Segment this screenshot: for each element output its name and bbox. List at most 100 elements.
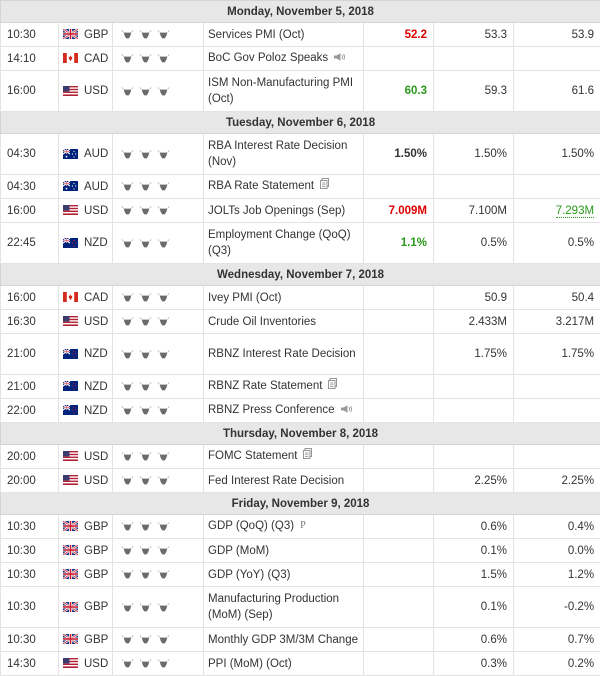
- event-row[interactable]: 16:00 USD ISM Non-Manufacturing PMI (Oct…: [1, 71, 600, 112]
- event-row[interactable]: 14:10 CAD BoC Gov Poloz Speaks: [1, 47, 600, 71]
- event-row[interactable]: 21:00 NZD RBNZ Interest Rate Decision 1.…: [1, 334, 600, 375]
- document-icon[interactable]: [303, 448, 312, 464]
- event-row[interactable]: 16:00 USD JOLTs Job Openings (Sep) 7.009…: [1, 199, 600, 223]
- event-name[interactable]: PPI (MoM) (Oct): [208, 658, 292, 670]
- importance-indicator: [113, 539, 204, 563]
- bull-icon: [121, 205, 139, 217]
- event-time: 10:30: [1, 587, 59, 628]
- event-name[interactable]: Manufacturing Production (MoM) (Sep): [208, 593, 339, 621]
- bull-icon: [157, 181, 175, 193]
- document-icon[interactable]: [320, 178, 329, 194]
- bull-icon: [121, 85, 139, 97]
- event-name[interactable]: Ivey PMI (Oct): [208, 292, 281, 304]
- bull-icon: [121, 348, 139, 360]
- event-name-cell[interactable]: FOMC Statement: [204, 445, 364, 469]
- event-row[interactable]: 04:30 AUD RBA Rate Statement: [1, 175, 600, 199]
- event-row[interactable]: 20:00 USD FOMC Statement: [1, 445, 600, 469]
- day-header-row: Tuesday, November 6, 2018: [1, 112, 600, 134]
- event-time: 16:00: [1, 71, 59, 112]
- currency-code: GBP: [84, 29, 108, 41]
- bull-icon: [157, 205, 175, 217]
- previous-value: 0.2%: [568, 658, 594, 670]
- event-name[interactable]: RBNZ Interest Rate Decision: [208, 348, 356, 360]
- event-name-cell[interactable]: GDP (YoY) (Q3): [204, 563, 364, 587]
- event-actual: [364, 539, 434, 563]
- event-name[interactable]: GDP (MoM): [208, 545, 269, 557]
- event-actual: [364, 334, 434, 375]
- uk-flag-icon: [63, 569, 78, 579]
- bull-icon: [121, 405, 139, 417]
- event-row[interactable]: 20:00 USD Fed Interest Rate Decision 2.2…: [1, 469, 600, 493]
- event-row[interactable]: 10:30 GBP GDP (QoQ) (Q3)P 0.6% 0.4%: [1, 515, 600, 539]
- event-name[interactable]: ISM Non-Manufacturing PMI (Oct): [208, 77, 353, 105]
- event-name-cell[interactable]: JOLTs Job Openings (Sep): [204, 199, 364, 223]
- event-name-cell[interactable]: ISM Non-Manufacturing PMI (Oct): [204, 71, 364, 112]
- event-forecast: 1.50%: [434, 134, 514, 175]
- event-name[interactable]: RBA Rate Statement: [208, 181, 314, 193]
- event-row[interactable]: 10:30 GBP Monthly GDP 3M/3M Change 0.6% …: [1, 628, 600, 652]
- event-row[interactable]: 10:30 GBP Manufacturing Production (MoM)…: [1, 587, 600, 628]
- bull-icon: [157, 569, 175, 581]
- event-name[interactable]: BoC Gov Poloz Speaks: [208, 53, 328, 65]
- event-name-cell[interactable]: Crude Oil Inventories: [204, 310, 364, 334]
- event-name-cell[interactable]: Monthly GDP 3M/3M Change: [204, 628, 364, 652]
- bull-icon: [139, 634, 157, 646]
- event-name[interactable]: GDP (QoQ) (Q3): [208, 521, 294, 533]
- event-forecast: [434, 47, 514, 71]
- event-currency: GBP: [59, 539, 113, 563]
- uk-flag-icon: [63, 602, 78, 612]
- event-name-cell[interactable]: Ivey PMI (Oct): [204, 286, 364, 310]
- event-row[interactable]: 22:00 NZD RBNZ Press Conference: [1, 399, 600, 423]
- event-name[interactable]: Employment Change (QoQ) (Q3): [208, 229, 351, 257]
- event-name-cell[interactable]: RBNZ Interest Rate Decision: [204, 334, 364, 375]
- event-forecast: 0.5%: [434, 223, 514, 264]
- currency-code: NZD: [84, 237, 108, 249]
- event-time: 21:00: [1, 375, 59, 399]
- event-forecast: 50.9: [434, 286, 514, 310]
- speaker-icon[interactable]: [341, 402, 353, 418]
- previous-value: 1.50%: [561, 148, 594, 160]
- event-row[interactable]: 10:30 GBP GDP (MoM) 0.1% 0.0%: [1, 539, 600, 563]
- event-name-cell[interactable]: Manufacturing Production (MoM) (Sep): [204, 587, 364, 628]
- event-forecast: 0.6%: [434, 515, 514, 539]
- document-icon[interactable]: [328, 378, 337, 394]
- event-name[interactable]: Crude Oil Inventories: [208, 316, 316, 328]
- currency-code: GBP: [84, 569, 108, 581]
- event-forecast: [434, 175, 514, 199]
- event-name-cell[interactable]: Employment Change (QoQ) (Q3): [204, 223, 364, 264]
- event-row[interactable]: 04:30 AUD RBA Interest Rate Decision (No…: [1, 134, 600, 175]
- importance-indicator: [113, 445, 204, 469]
- event-name-cell[interactable]: PPI (MoM) (Oct): [204, 652, 364, 676]
- event-name[interactable]: RBA Interest Rate Decision (Nov): [208, 140, 347, 168]
- event-name[interactable]: RBNZ Rate Statement: [208, 381, 322, 393]
- event-name-cell[interactable]: RBA Rate Statement: [204, 175, 364, 199]
- event-name[interactable]: RBNZ Press Conference: [208, 405, 335, 417]
- event-name-cell[interactable]: RBA Interest Rate Decision (Nov): [204, 134, 364, 175]
- event-name-cell[interactable]: Services PMI (Oct): [204, 23, 364, 47]
- event-name[interactable]: Fed Interest Rate Decision: [208, 475, 344, 487]
- event-row[interactable]: 21:00 NZD RBNZ Rate Statement: [1, 375, 600, 399]
- day-header: Tuesday, November 6, 2018: [1, 112, 600, 134]
- bull-icon: [139, 475, 157, 487]
- event-forecast: 1.5%: [434, 563, 514, 587]
- event-name[interactable]: Monthly GDP 3M/3M Change: [208, 634, 358, 646]
- event-name-cell[interactable]: BoC Gov Poloz Speaks: [204, 47, 364, 71]
- event-name[interactable]: Services PMI (Oct): [208, 29, 304, 41]
- event-name[interactable]: GDP (YoY) (Q3): [208, 569, 290, 581]
- event-name-cell[interactable]: GDP (QoQ) (Q3)P: [204, 515, 364, 539]
- event-row[interactable]: 22:45 NZD Employment Change (QoQ) (Q3) 1…: [1, 223, 600, 264]
- event-name-cell[interactable]: RBNZ Rate Statement: [204, 375, 364, 399]
- event-row[interactable]: 16:30 USD Crude Oil Inventories 2.433M 3…: [1, 310, 600, 334]
- event-row[interactable]: 14:30 USD PPI (MoM) (Oct) 0.3% 0.2%: [1, 652, 600, 676]
- event-name[interactable]: FOMC Statement: [208, 451, 297, 463]
- event-name-cell[interactable]: Fed Interest Rate Decision: [204, 469, 364, 493]
- event-row[interactable]: 16:00 CAD Ivey PMI (Oct) 50.9 50.4: [1, 286, 600, 310]
- event-name-cell[interactable]: RBNZ Press Conference: [204, 399, 364, 423]
- event-row[interactable]: 10:30 GBP GDP (YoY) (Q3) 1.5% 1.2%: [1, 563, 600, 587]
- event-name[interactable]: JOLTs Job Openings (Sep): [208, 205, 345, 217]
- event-actual: [364, 175, 434, 199]
- event-row[interactable]: 10:30 GBP Services PMI (Oct) 52.2 53.3 5…: [1, 23, 600, 47]
- speaker-icon[interactable]: [334, 50, 346, 66]
- event-name-cell[interactable]: GDP (MoM): [204, 539, 364, 563]
- previous-value: 1.2%: [568, 569, 594, 581]
